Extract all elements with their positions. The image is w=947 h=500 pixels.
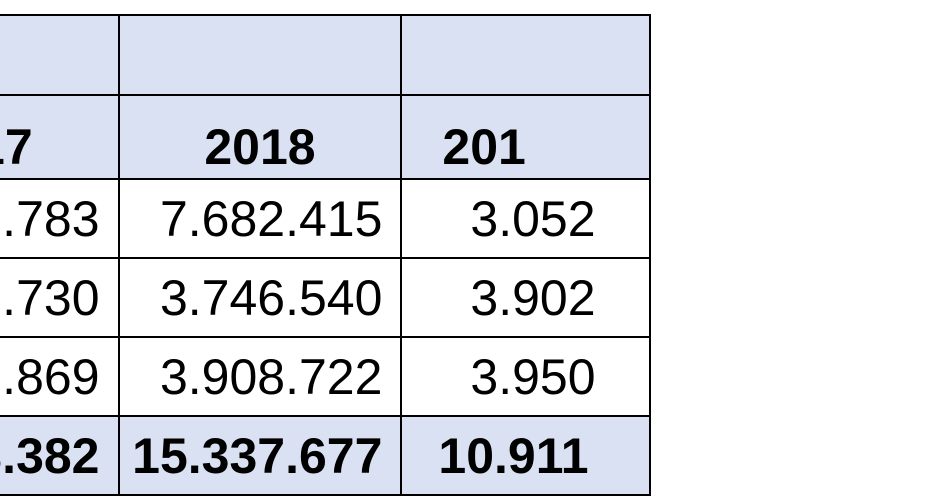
header-cell: [0, 14, 120, 96]
header-cell: [117, 14, 403, 96]
table-total-row: m 19.443.382 15.337.677 10.911: [0, 415, 651, 496]
total-cell: 19.443.382: [0, 415, 120, 496]
table-cell: 3.746.540: [117, 257, 403, 338]
table-cell: 7.009.783: [0, 178, 120, 259]
table-cell: 3.950: [400, 336, 651, 417]
data-table: 2017 2018 201 00 7.009.783 7.682.415 3.0…: [0, 14, 651, 496]
table-cell: 3.908.722: [117, 336, 403, 417]
table-row: 00 7.009.783 7.682.415 3.052: [0, 178, 651, 259]
header-year-2017: 2017: [0, 94, 120, 180]
table-row: 00 2.661.730 3.746.540 3.902: [0, 257, 651, 338]
table-cell: 3.902: [400, 257, 651, 338]
header-cell: [400, 14, 651, 96]
total-cell: 10.911: [400, 415, 651, 496]
table-cell: 2.661.730: [0, 257, 120, 338]
table-header-row-years: 2017 2018 201: [0, 94, 651, 180]
table-cell: 3.052: [400, 178, 651, 259]
header-year-2018: 2018: [117, 94, 403, 180]
table-cell: 9.771.869: [0, 336, 120, 417]
table-row: 00 9.771.869 3.908.722 3.950: [0, 336, 651, 417]
total-cell: 15.337.677: [117, 415, 403, 496]
header-year-2019: 201: [400, 94, 651, 180]
table-header-row-top: [0, 14, 651, 96]
table-cell: 7.682.415: [117, 178, 403, 259]
